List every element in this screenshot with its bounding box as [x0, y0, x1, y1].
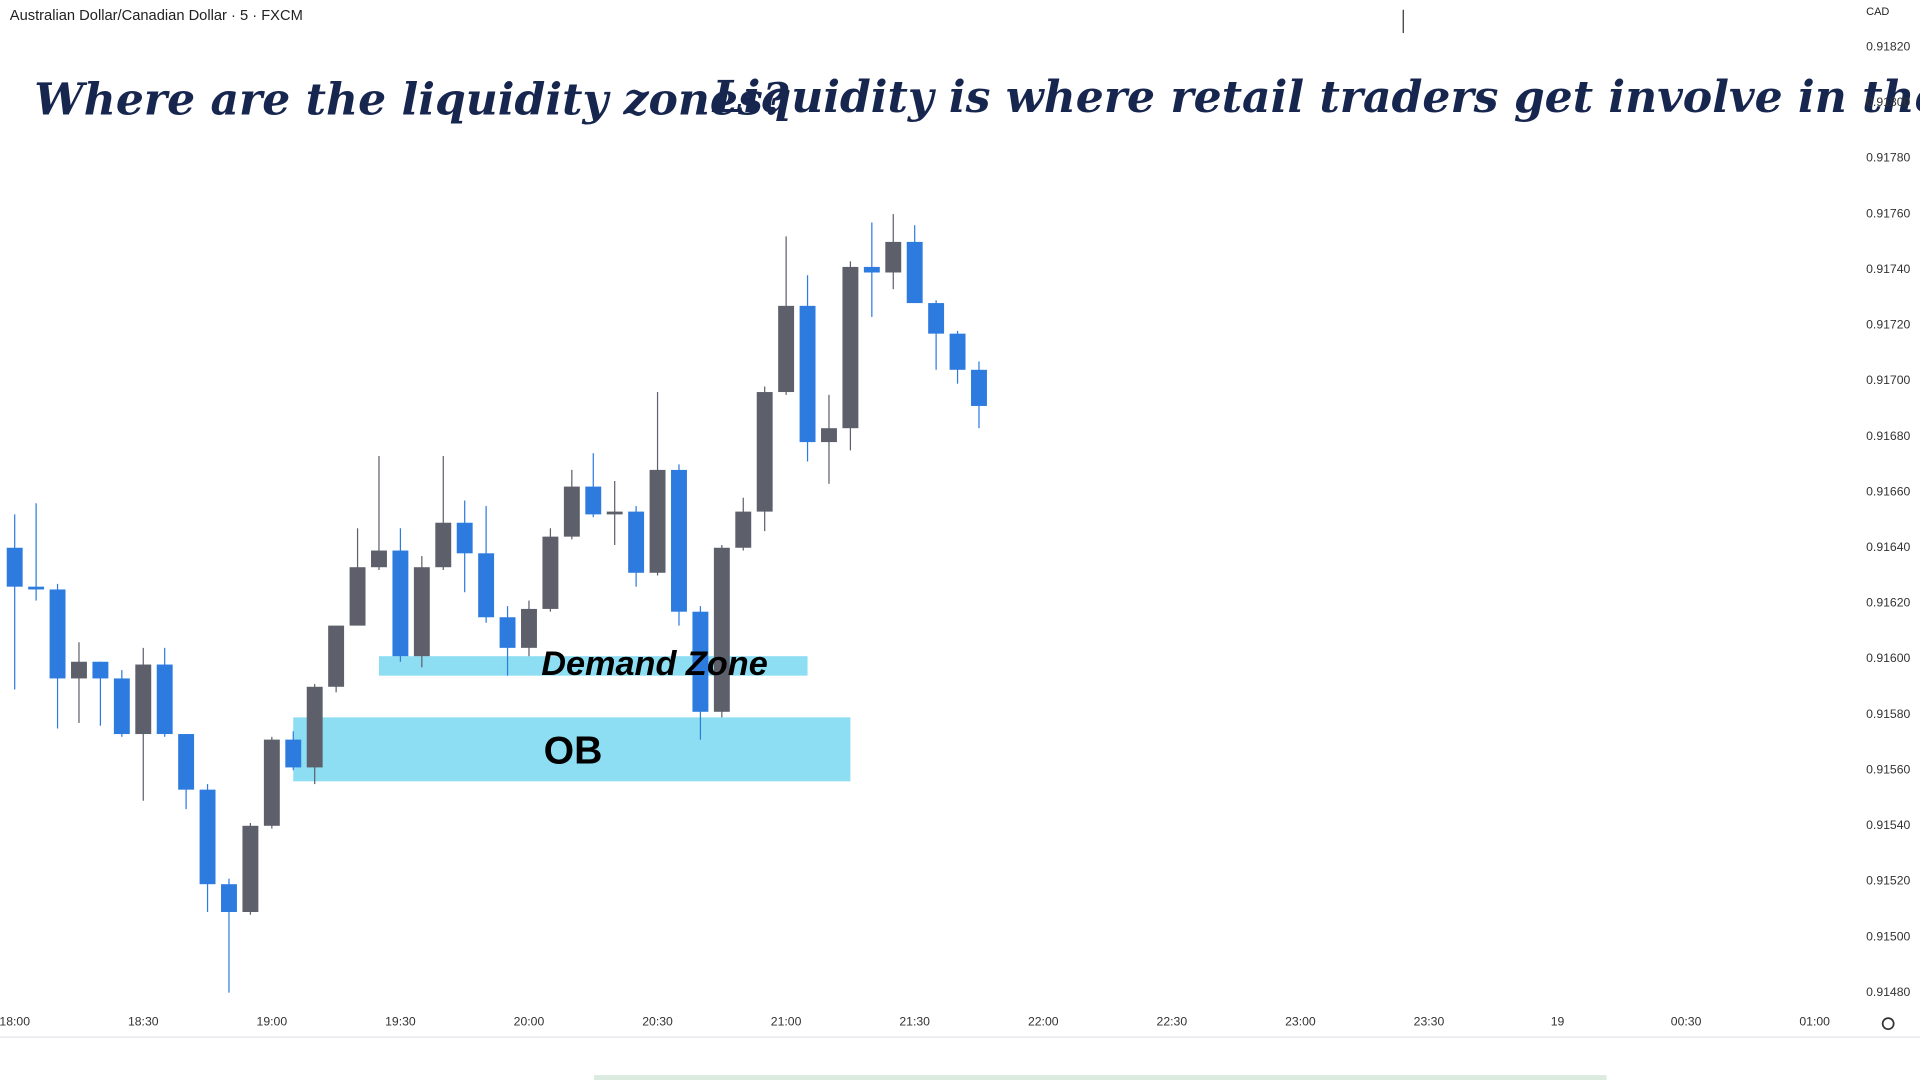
y-tick-label: 0.91740 [1866, 262, 1910, 276]
x-tick-label: 18:30 [128, 1015, 159, 1029]
candle-body [199, 789, 216, 885]
candle-body [778, 305, 795, 393]
candle-body [263, 739, 280, 826]
candle-body [478, 553, 495, 618]
scrollbar[interactable] [593, 1075, 1607, 1080]
candle-body [135, 664, 152, 735]
currency-label[interactable]: CAD [1866, 6, 1889, 18]
candle-body [628, 511, 645, 573]
candle-body [178, 734, 195, 790]
x-tick-label: 19:00 [257, 1015, 288, 1029]
candles [6, 214, 987, 993]
y-tick-label: 0.91720 [1866, 318, 1910, 332]
candle-body [349, 567, 366, 626]
x-tick-label: 01:00 [1799, 1015, 1830, 1029]
y-tick-label: 0.91660 [1866, 484, 1910, 498]
y-tick-label: 0.91480 [1866, 985, 1910, 999]
candle-body [113, 678, 130, 735]
y-tick-label: 0.91800 [1866, 95, 1910, 109]
annotation: Liquidity is where retail traders get in… [711, 72, 1920, 123]
y-tick-label: 0.91680 [1866, 429, 1910, 443]
x-tick-label: 22:00 [1028, 1015, 1059, 1029]
candle-body [456, 522, 473, 554]
x-tick-label: 20:30 [642, 1015, 673, 1029]
x-tick-label: 19:30 [385, 1015, 416, 1029]
x-tick-label: 22:30 [1157, 1015, 1188, 1029]
zone-label: OB [544, 729, 603, 772]
x-tick-label: 19 [1551, 1015, 1565, 1029]
candle-body [6, 547, 23, 587]
y-tick-label: 0.91760 [1866, 206, 1910, 220]
gear[interactable] [1881, 1017, 1895, 1031]
candle-body [521, 608, 537, 648]
candle-body [585, 486, 602, 515]
candle-body [499, 617, 516, 648]
settings-icon[interactable] [1881, 1017, 1895, 1031]
candle-body [156, 664, 173, 735]
candle-body [649, 469, 666, 573]
candle-body [671, 469, 687, 612]
zones [293, 656, 851, 782]
x-tick-label: 21:00 [771, 1015, 802, 1029]
candle-body [221, 884, 237, 912]
y-tick-label: 0.91780 [1866, 151, 1910, 165]
candle-body [842, 266, 859, 429]
candle-body [242, 825, 259, 912]
y-tick-label: 0.91540 [1866, 818, 1910, 832]
y-tick-label: 0.91500 [1866, 929, 1910, 943]
candle-body [949, 333, 966, 370]
candle-body [928, 303, 945, 334]
candle-body [563, 486, 580, 537]
candle-body [328, 625, 345, 687]
candle-body [71, 661, 87, 679]
x-tick-label: 23:30 [1414, 1015, 1445, 1029]
candle-body [49, 589, 66, 679]
y-tick-label: 0.91580 [1866, 707, 1910, 721]
zone [293, 717, 851, 782]
candle-body [906, 241, 923, 304]
annotation: Where are the liquidity zones? [34, 74, 789, 125]
x-tick-label: 21:30 [899, 1015, 930, 1029]
y-tick-label: 0.91620 [1866, 596, 1910, 610]
y-tick-label: 0.91600 [1866, 651, 1910, 665]
candle-body [735, 511, 752, 548]
y-tick-label: 0.91520 [1866, 874, 1910, 888]
candle-body [92, 661, 109, 679]
candle-body [306, 686, 323, 768]
candle-body [863, 266, 880, 273]
x-tick-label: 18:00 [0, 1015, 30, 1029]
candle-body [885, 241, 902, 273]
candle-body [413, 567, 430, 657]
x-tick-label: 20:00 [514, 1015, 545, 1029]
candle-body [542, 536, 559, 609]
candle-body [392, 550, 409, 657]
zone-label: Demand Zone [541, 645, 768, 683]
symbol-title: Australian Dollar/Canadian Dollar · 5 · … [10, 8, 303, 24]
y-tick-label: 0.91640 [1866, 540, 1910, 554]
y-tick-label: 0.91820 [1866, 40, 1910, 54]
y-tick-label: 0.91560 [1866, 762, 1910, 776]
candle-body [971, 369, 987, 406]
candle-body [28, 586, 45, 590]
candle-body [435, 522, 452, 568]
x-tick-label: 23:00 [1285, 1015, 1316, 1029]
candle-body [371, 550, 387, 568]
candle-body [606, 511, 623, 515]
x-tick-label: 00:30 [1671, 1015, 1702, 1029]
candle-body [821, 428, 837, 443]
y-tick-label: 0.91700 [1866, 373, 1910, 387]
candle-body [285, 739, 302, 768]
candle-body [799, 305, 816, 443]
candle-body [713, 547, 730, 712]
candle-body [692, 611, 709, 712]
candle-body [756, 392, 773, 512]
